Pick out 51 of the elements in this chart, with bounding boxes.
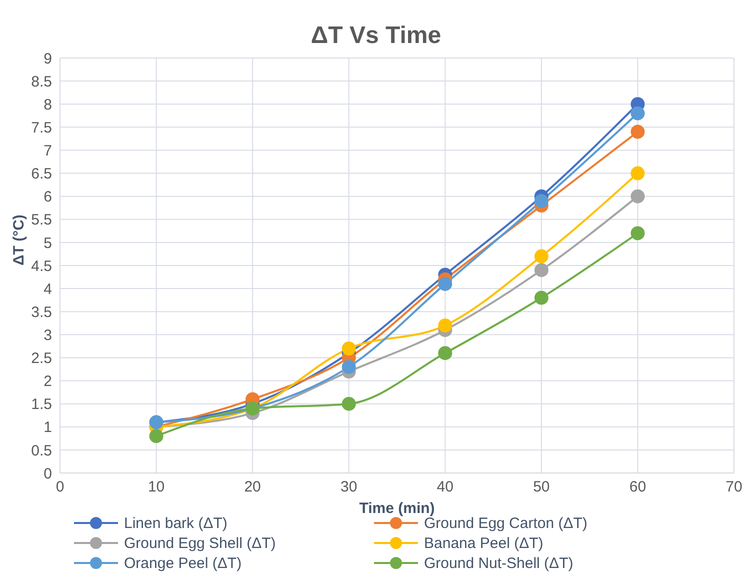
- x-tick-label: 20: [244, 478, 261, 496]
- x-tick-label: 30: [340, 478, 358, 496]
- x-tick-label: 50: [533, 478, 550, 496]
- y-axis-title: ΔT (°C): [10, 214, 28, 266]
- point: [630, 189, 645, 204]
- y-tick-label: 3: [44, 326, 52, 344]
- point: [534, 194, 548, 208]
- y-tick-label: 2: [44, 373, 52, 390]
- legend-label: Ground Egg Shell (ΔT): [124, 534, 276, 552]
- legend-label: Ground Nut-Shell (ΔT): [424, 554, 574, 572]
- y-tick-label: 4.5: [31, 258, 52, 275]
- y-tick-label: 0.5: [31, 442, 52, 460]
- x-tick-label: 40: [436, 478, 454, 496]
- y-tick-label: 8: [44, 96, 52, 114]
- point: [534, 249, 548, 264]
- x-tick-label: 0: [56, 478, 64, 496]
- point: [438, 346, 452, 360]
- point: [630, 166, 645, 180]
- y-tick-label: 6.5: [31, 166, 52, 183]
- point: [438, 276, 452, 291]
- point: [342, 342, 356, 356]
- y-tick-label: 3.5: [31, 304, 52, 321]
- y-tick-label: 9: [44, 50, 52, 68]
- y-tick-label: 2.5: [31, 350, 52, 368]
- point: [534, 263, 548, 278]
- y-tick-label: 1.5: [31, 396, 52, 414]
- y-tick-label: 1: [44, 419, 52, 436]
- x-tick-label: 10: [148, 478, 165, 496]
- point: [630, 106, 645, 120]
- legend-label: Orange Peel (ΔT): [124, 554, 242, 572]
- y-tick-label: 6: [44, 188, 52, 206]
- y-tick-label: 8.5: [31, 73, 52, 90]
- y-tick-label: 5.5: [31, 212, 52, 229]
- y-tick-label: 0: [44, 465, 52, 482]
- y-tick-label: 7: [44, 142, 52, 160]
- legend-label: Banana Peel (ΔT): [424, 534, 544, 552]
- y-tick-label: 4: [44, 280, 52, 298]
- y-tick-label: 5: [44, 234, 52, 252]
- point: [534, 290, 548, 305]
- point: [149, 429, 164, 444]
- point: [438, 318, 452, 332]
- legend-label: Linen bark (ΔT): [124, 514, 228, 532]
- x-axis-title: Time (min): [359, 500, 435, 517]
- x-tick-label: 60: [629, 478, 646, 496]
- point: [342, 396, 356, 411]
- point: [630, 124, 645, 139]
- x-tick-label: 70: [726, 478, 742, 496]
- point: [630, 226, 645, 240]
- point: [342, 360, 356, 374]
- y-tick-label: 7.5: [31, 119, 52, 136]
- chart-title: ΔT Vs Time: [310, 21, 442, 51]
